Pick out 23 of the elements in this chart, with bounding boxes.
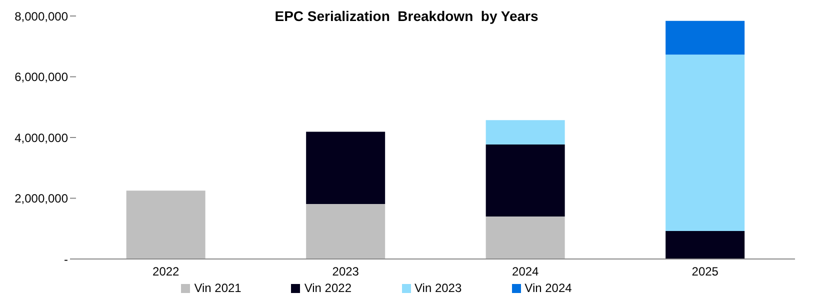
bar [486, 120, 565, 144]
x-tick-label: 2022 [152, 264, 180, 279]
legend-label: Vin 2022 [304, 281, 352, 295]
bar [666, 20, 745, 55]
legend-label: Vin 2023 [414, 281, 462, 295]
bar [666, 231, 745, 259]
x-tick-label: 2024 [512, 264, 540, 279]
legend-label: Vin 2021 [194, 281, 242, 295]
bar [126, 190, 206, 259]
x-tick-label: 2025 [692, 264, 719, 279]
y-tick-label: 6,000,000 [14, 70, 68, 84]
chart-title: EPC Serialization Breakdown by Years [274, 8, 538, 24]
bar [306, 204, 386, 259]
bar [486, 144, 565, 216]
y-tick-label: 4,000,000 [14, 130, 68, 145]
legend-label: Vin 2024 [524, 281, 572, 295]
x-tick-label: 2023 [332, 264, 360, 279]
y-tick-label: - [64, 252, 68, 266]
y-tick-label: 8,000,000 [14, 9, 68, 24]
y-tick-label: 2,000,000 [14, 192, 68, 206]
bar [666, 54, 745, 232]
bar [306, 132, 386, 204]
bar [486, 216, 565, 259]
